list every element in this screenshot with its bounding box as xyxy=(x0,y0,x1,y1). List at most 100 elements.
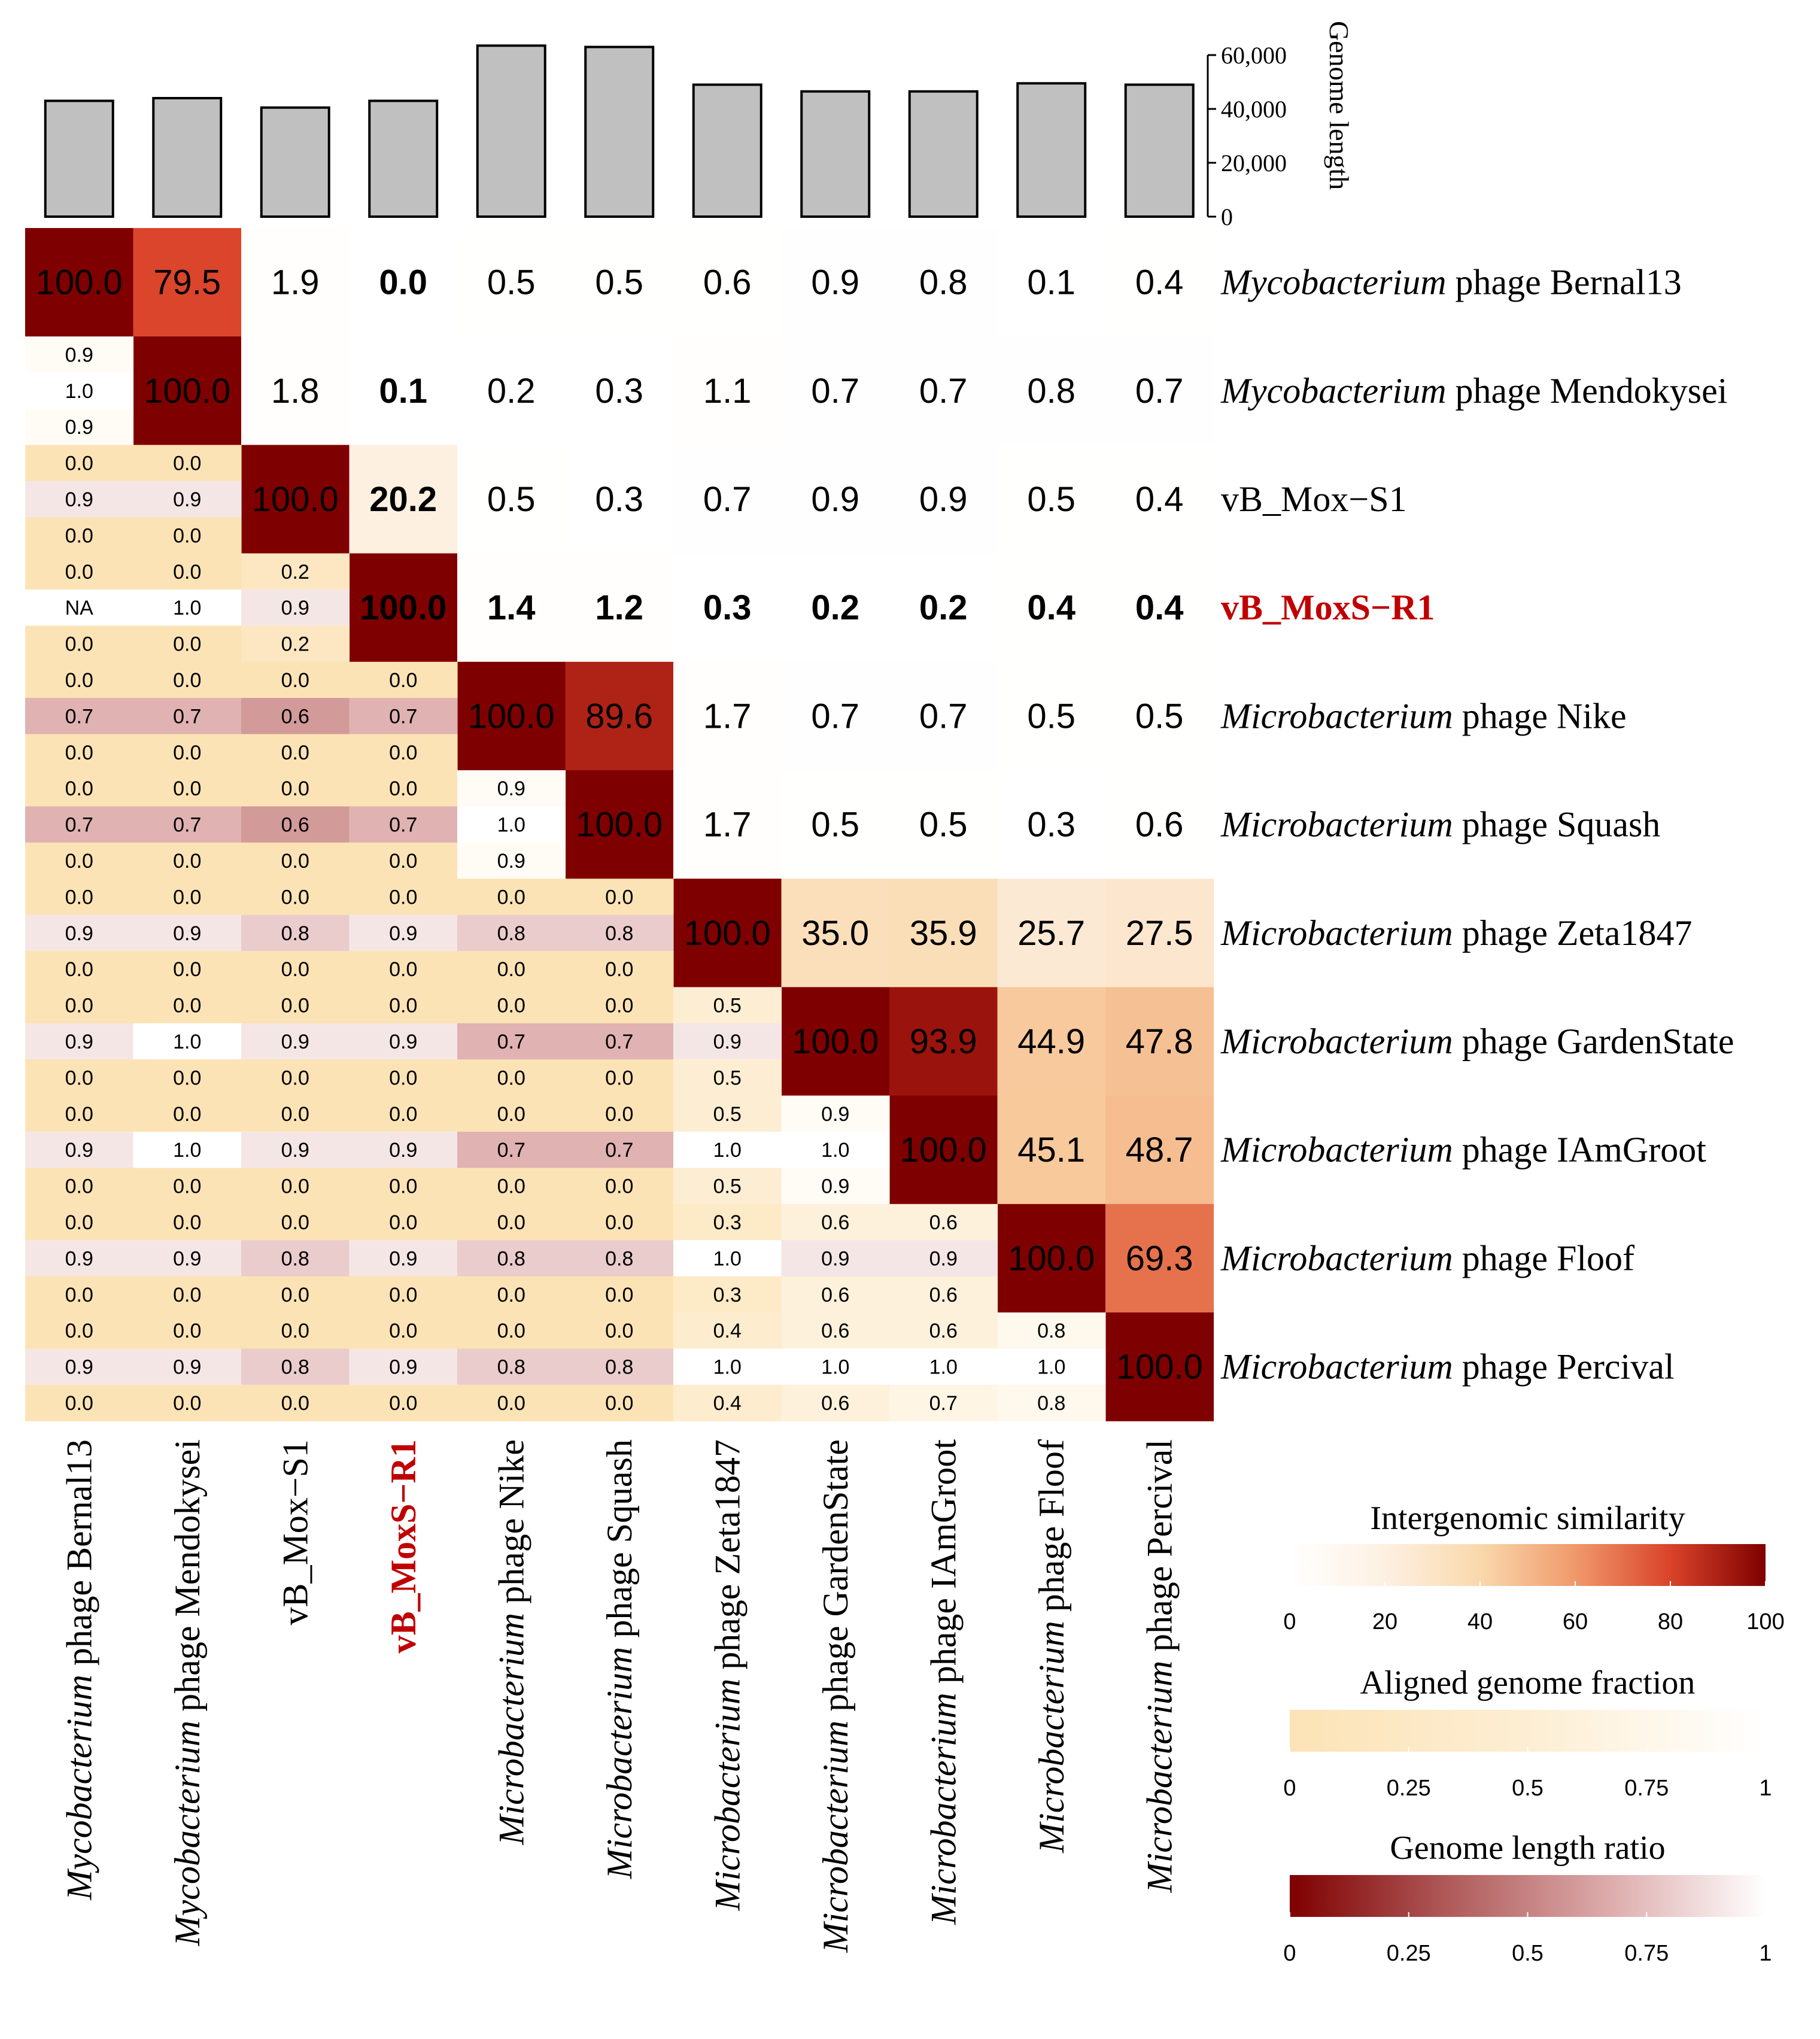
similarity-cell xyxy=(673,445,782,554)
aligned-fraction-stripe xyxy=(349,987,458,1024)
length-ratio-value: 1.0 xyxy=(497,814,525,837)
column-label-name: vB_Mox−S1 xyxy=(275,1439,315,1625)
aligned-fraction-value: 0.0 xyxy=(65,633,93,656)
length-ratio-value: 0.9 xyxy=(713,1031,742,1053)
length-ratio-value: 0.9 xyxy=(281,1031,309,1053)
similarity-value: 100.0 xyxy=(252,480,339,519)
similarity-cell xyxy=(673,879,782,987)
aligned-fraction-stripe xyxy=(349,1384,458,1421)
aligned-fraction-value: 0.0 xyxy=(173,1211,201,1234)
similarity-value: 0.4 xyxy=(1135,588,1184,627)
length-ratio-value: 1.0 xyxy=(713,1139,742,1162)
length-ratio-value: 0.9 xyxy=(281,597,309,619)
similarity-cell xyxy=(565,661,674,771)
row-label-name: phage Bernal13 xyxy=(1447,263,1682,302)
similarity-value: 1.8 xyxy=(271,372,320,411)
aligned-fraction-value: 0.0 xyxy=(605,1284,633,1306)
similarity-cell xyxy=(997,445,1106,554)
length-ratio-value: 0.9 xyxy=(281,1139,309,1162)
aligned-fraction-value: 0.0 xyxy=(281,669,309,692)
aligned-fraction-value: 0.0 xyxy=(173,1175,201,1198)
length-ratio-stripe xyxy=(673,1348,782,1385)
aligned-fraction-value: 0.4 xyxy=(713,1320,742,1342)
column-label-name: phage Zeta1847 xyxy=(707,1439,747,1679)
length-ratio-value: 0.9 xyxy=(65,1247,93,1270)
aligned-fraction-value: 0.0 xyxy=(173,850,201,873)
aligned-fraction-stripe xyxy=(241,1312,350,1349)
length-ratio-value: 1.0 xyxy=(713,1247,742,1270)
similarity-value: 79.5 xyxy=(153,263,221,302)
length-ratio-value: 0.8 xyxy=(497,1247,525,1270)
aligned-fraction-value: 0.9 xyxy=(65,344,93,366)
row-label-name: phage Floof xyxy=(1453,1238,1634,1278)
aligned-fraction-stripe xyxy=(241,987,350,1024)
column-label-name: phage Floof xyxy=(1032,1439,1071,1621)
aligned-fraction-stripe xyxy=(565,1204,674,1241)
column-label: Microbacterium phage GardenState xyxy=(816,1439,855,1953)
aligned-fraction-stripe xyxy=(565,1095,674,1132)
column-label: Microbacterium phage IAmGroot xyxy=(923,1439,963,1925)
similarity-cell xyxy=(349,553,458,663)
genome-length-axis-title: Genome length xyxy=(1324,21,1354,190)
aligned-fraction-value: 0.9 xyxy=(497,850,525,873)
aligned-fraction-stripe xyxy=(673,1276,782,1313)
aligned-fraction-stripe xyxy=(133,625,242,663)
aligned-fraction-value: 0.6 xyxy=(929,1320,958,1342)
legend-colorbar xyxy=(1290,1544,1766,1586)
length-ratio-stripe xyxy=(241,698,350,735)
genome-length-bar xyxy=(800,90,871,218)
legend-tick-label: 0 xyxy=(1283,1776,1296,1801)
length-ratio-value: 0.8 xyxy=(605,1247,633,1270)
legend-title: Genome length ratio xyxy=(1390,1830,1665,1867)
row-label-genus: Microbacterium xyxy=(1220,805,1453,844)
similarity-cell xyxy=(673,228,782,337)
similarity-value: 89.6 xyxy=(585,697,653,736)
aligned-fraction-stripe xyxy=(241,625,350,663)
similarity-value: 48.7 xyxy=(1126,1131,1193,1169)
similarity-value: 0.6 xyxy=(703,263,752,302)
aligned-fraction-value: 0.0 xyxy=(173,561,201,584)
similarity-cell xyxy=(997,228,1106,337)
aligned-fraction-value: 0.0 xyxy=(281,1392,309,1415)
aligned-fraction-stripe xyxy=(457,770,566,807)
aligned-fraction-stripe xyxy=(349,734,458,771)
aligned-fraction-value: 0.0 xyxy=(605,1066,633,1089)
aligned-fraction-value: 0.0 xyxy=(605,1320,633,1342)
aligned-fraction-stripe xyxy=(457,1059,566,1096)
aligned-fraction-value: 0.6 xyxy=(821,1392,849,1415)
aligned-fraction-stripe xyxy=(457,1204,566,1241)
legend-tick-label: 0.75 xyxy=(1624,1941,1669,1966)
column-label: vB_MoxS−R1 xyxy=(384,1439,423,1654)
aligned-fraction-stripe xyxy=(25,1168,134,1205)
aligned-fraction-stripe xyxy=(349,1168,458,1205)
similarity-value: 0.7 xyxy=(703,480,752,519)
aligned-fraction-stripe xyxy=(349,1095,458,1132)
similarity-cell xyxy=(133,336,242,445)
aligned-fraction-value: 0.5 xyxy=(713,995,742,1017)
similarity-cell xyxy=(781,336,890,445)
column-label: vB_Mox−S1 xyxy=(275,1439,315,1625)
similarity-value: 0.7 xyxy=(919,372,968,411)
legend-tick-label: 1 xyxy=(1759,1941,1772,1966)
aligned-fraction-value: 0.6 xyxy=(821,1284,849,1306)
column-label-genus: Microbacterium xyxy=(600,1647,639,1880)
aligned-fraction-stripe xyxy=(241,1059,350,1096)
length-ratio-stripe xyxy=(25,1023,134,1060)
aligned-fraction-value: 0.9 xyxy=(821,1103,849,1126)
aligned-fraction-stripe xyxy=(457,1312,566,1349)
similarity-value: 100.0 xyxy=(1116,1348,1203,1387)
length-ratio-stripe xyxy=(457,806,566,843)
similarity-cell xyxy=(889,987,998,1096)
length-ratio-value: 1.0 xyxy=(713,1356,742,1379)
length-ratio-value: 0.7 xyxy=(173,705,201,728)
legend-title: Intergenomic similarity xyxy=(1370,1500,1685,1537)
aligned-fraction-stripe xyxy=(565,951,674,987)
similarity-value: 100.0 xyxy=(36,263,123,302)
length-ratio-stripe xyxy=(241,1348,350,1385)
similarity-cell xyxy=(457,553,566,663)
genome-length-bar xyxy=(260,106,330,218)
aligned-fraction-stripe xyxy=(349,842,458,879)
similarity-value: 25.7 xyxy=(1017,914,1085,953)
row-label-name: phage Squash xyxy=(1453,805,1661,844)
length-ratio-value: 0.8 xyxy=(497,1356,525,1379)
